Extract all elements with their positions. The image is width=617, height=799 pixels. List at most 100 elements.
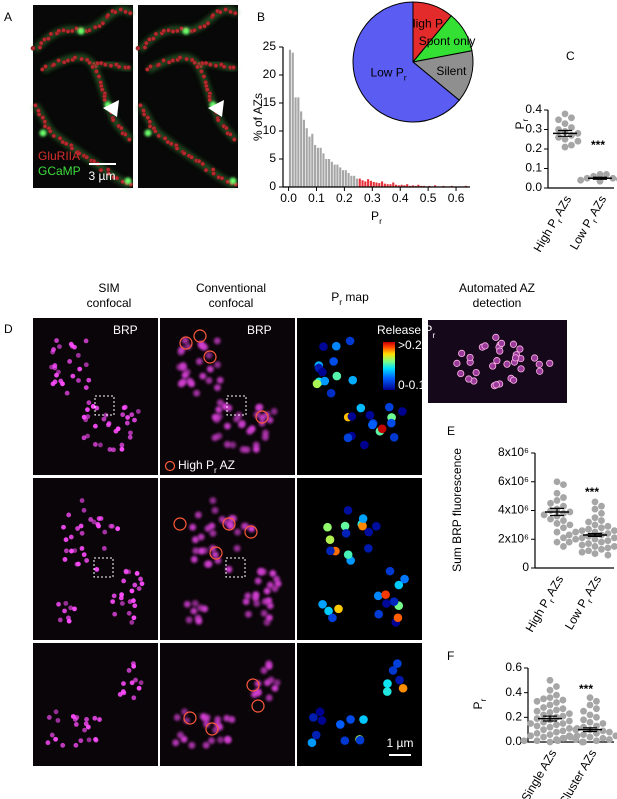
subscript: r bbox=[555, 217, 565, 225]
high-pr-marker bbox=[203, 350, 217, 364]
release-probability-spot bbox=[343, 550, 353, 559]
brp-spot bbox=[263, 679, 271, 687]
histogram-bar bbox=[400, 184, 403, 187]
panel-letter: F bbox=[447, 649, 454, 663]
receptor-spot bbox=[40, 115, 46, 120]
brp-spot bbox=[233, 415, 241, 423]
receptor-spot bbox=[199, 69, 204, 74]
colorbar bbox=[383, 342, 395, 390]
release-probability-spot bbox=[307, 738, 317, 747]
brp-spot bbox=[204, 525, 212, 532]
colorbar-label: 0-0.1 bbox=[398, 378, 426, 392]
receptor-spot bbox=[36, 108, 41, 113]
brp-spot bbox=[266, 602, 274, 610]
histogram-bar bbox=[330, 161, 333, 187]
micrograph bbox=[33, 643, 158, 766]
y-axis-label: Pr bbox=[513, 118, 530, 129]
y-tick-label: 0 bbox=[269, 179, 276, 193]
brp-spot bbox=[190, 607, 198, 615]
brp-spot bbox=[263, 587, 271, 595]
data-point bbox=[605, 736, 613, 743]
data-point bbox=[546, 676, 554, 684]
label-part: High P bbox=[407, 17, 443, 31]
release-probability-spot bbox=[388, 666, 398, 675]
data-point bbox=[609, 174, 617, 182]
data-point bbox=[540, 733, 547, 741]
brp-spot bbox=[266, 581, 274, 589]
histogram-bar bbox=[302, 119, 305, 187]
brp-spot bbox=[262, 429, 269, 437]
data-point bbox=[540, 711, 547, 719]
brp-spot bbox=[63, 600, 69, 606]
release-probability-spot bbox=[393, 659, 402, 668]
histogram-bar bbox=[325, 159, 328, 187]
brp-spot bbox=[83, 385, 89, 391]
y-tick-label: 0.4 bbox=[505, 685, 522, 699]
release-probability-spot bbox=[343, 506, 353, 515]
label-part: AZs bbox=[585, 193, 609, 221]
brp-spot bbox=[68, 605, 74, 611]
data-point bbox=[553, 497, 561, 504]
gcamp-hotspot bbox=[182, 27, 190, 35]
subscript: r bbox=[585, 597, 595, 605]
receptor-spot bbox=[219, 175, 225, 181]
subscript: r bbox=[590, 217, 600, 225]
brp-spot bbox=[82, 727, 87, 733]
histogram-bar bbox=[417, 184, 420, 187]
brp-spot bbox=[121, 681, 126, 686]
receptor-spot bbox=[205, 20, 211, 26]
brp-spot bbox=[75, 526, 80, 531]
data-point bbox=[553, 489, 561, 497]
brp-spot bbox=[259, 414, 266, 421]
brp-spot bbox=[64, 390, 70, 396]
receptor-spot bbox=[215, 117, 221, 123]
brp-spot bbox=[55, 718, 61, 723]
data-point bbox=[583, 174, 591, 182]
data-point bbox=[547, 499, 554, 507]
release-probability-spot bbox=[328, 613, 337, 623]
brp-spot bbox=[128, 430, 133, 436]
gcamp-hotspot bbox=[124, 177, 132, 185]
y-tick-label: 0.6 bbox=[505, 660, 522, 674]
image-label: BRP bbox=[247, 323, 272, 337]
data-point bbox=[610, 543, 617, 550]
data-point bbox=[599, 734, 607, 742]
high-pr-marker bbox=[179, 336, 193, 350]
roi-box bbox=[226, 395, 247, 416]
y-tick-label: 8x10⁶ bbox=[498, 445, 529, 459]
data-point bbox=[565, 710, 573, 718]
brp-spot bbox=[131, 615, 137, 621]
brp-spot bbox=[133, 677, 138, 683]
brp-spot bbox=[223, 714, 231, 722]
receptor-spot bbox=[57, 135, 63, 141]
brp-spot bbox=[138, 680, 144, 686]
x-tick-label: 0.2 bbox=[336, 191, 353, 205]
receptor-spot bbox=[210, 167, 216, 172]
y-tick-label: 0.1 bbox=[525, 161, 542, 175]
release-probability-spot bbox=[315, 707, 325, 717]
brp-spot bbox=[233, 544, 241, 552]
brp-spot bbox=[84, 558, 90, 563]
data-point bbox=[527, 732, 535, 740]
brp-spot bbox=[56, 369, 61, 375]
high-pr-marker bbox=[173, 517, 187, 531]
release-probability-spot bbox=[360, 440, 369, 450]
data-point bbox=[578, 527, 586, 535]
brp-spot bbox=[132, 582, 138, 588]
receptor-spot bbox=[98, 60, 104, 66]
receptor-spot bbox=[94, 69, 99, 74]
scale-bar-label: 1 µm bbox=[387, 736, 414, 750]
brp-spot bbox=[126, 668, 132, 673]
data-point bbox=[560, 524, 567, 532]
histogram-bar bbox=[350, 175, 353, 187]
receptor-spot bbox=[138, 103, 143, 108]
data-point bbox=[559, 720, 567, 727]
x-tick-label: 0.4 bbox=[392, 191, 409, 205]
data-point bbox=[593, 705, 600, 713]
receptor-spot bbox=[174, 28, 180, 34]
histogram-bar bbox=[397, 185, 400, 187]
x-tick-label: 0.1 bbox=[308, 191, 325, 205]
data-point bbox=[553, 512, 561, 520]
data-point bbox=[560, 517, 567, 524]
brp-spot bbox=[199, 372, 207, 380]
